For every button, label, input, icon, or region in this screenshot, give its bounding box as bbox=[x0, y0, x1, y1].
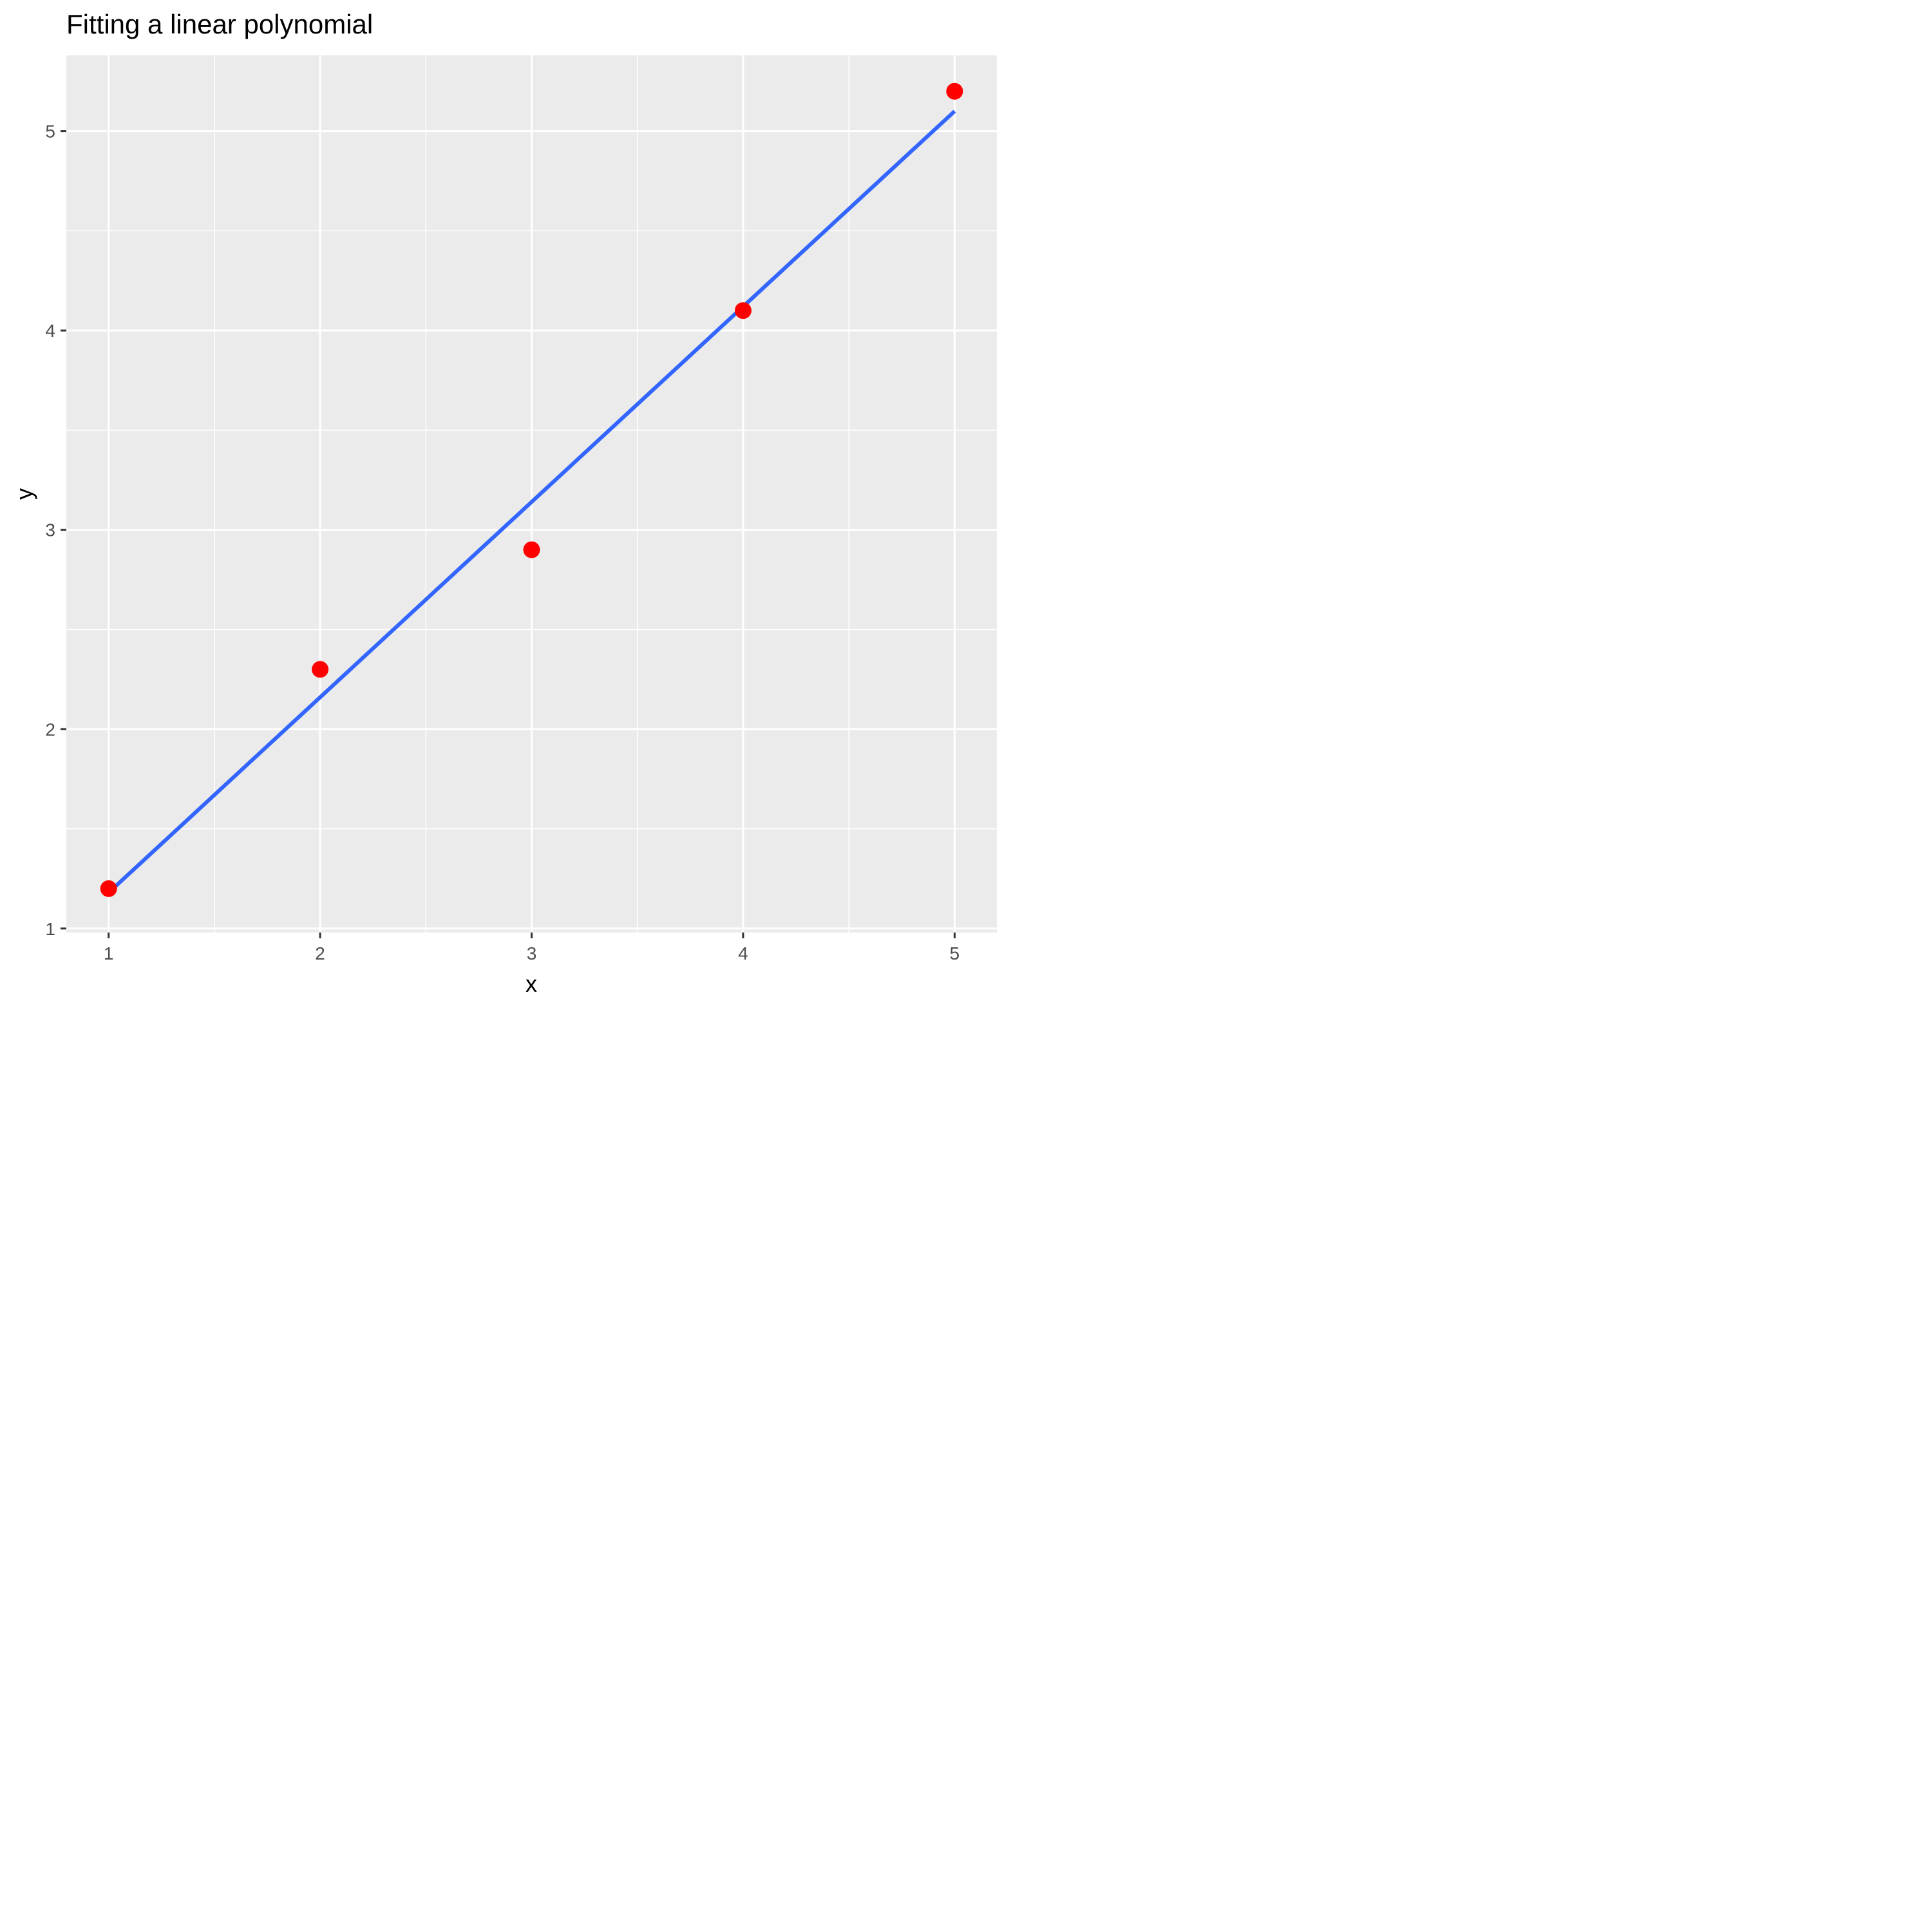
data-point bbox=[100, 880, 117, 897]
major-gridlines bbox=[66, 55, 997, 933]
x-tick-label: 2 bbox=[315, 943, 325, 963]
data-point bbox=[734, 302, 752, 319]
x-tick-label: 5 bbox=[950, 943, 960, 963]
x-axis-title: x bbox=[526, 971, 537, 997]
data-point bbox=[312, 661, 329, 678]
fit-line bbox=[107, 109, 956, 895]
data-points bbox=[100, 82, 963, 897]
data-point bbox=[523, 541, 540, 558]
y-tick-label: 3 bbox=[45, 520, 55, 540]
chart-title: Fitting a linear polynomial bbox=[66, 9, 373, 39]
y-axis-title: y bbox=[11, 488, 37, 500]
y-axis-ticks: 1 2 3 4 5 bbox=[45, 122, 66, 939]
data-point bbox=[946, 82, 963, 100]
fit-lines bbox=[107, 109, 956, 895]
y-tick-label: 5 bbox=[45, 122, 55, 142]
x-axis-ticks: 1 2 3 4 5 bbox=[104, 933, 960, 963]
y-tick-label: 2 bbox=[45, 719, 55, 739]
x-tick-label: 3 bbox=[527, 943, 537, 963]
x-tick-label: 4 bbox=[738, 943, 748, 963]
y-tick-label: 1 bbox=[45, 919, 55, 939]
y-tick-label: 4 bbox=[45, 321, 55, 341]
x-tick-label: 1 bbox=[104, 943, 114, 963]
